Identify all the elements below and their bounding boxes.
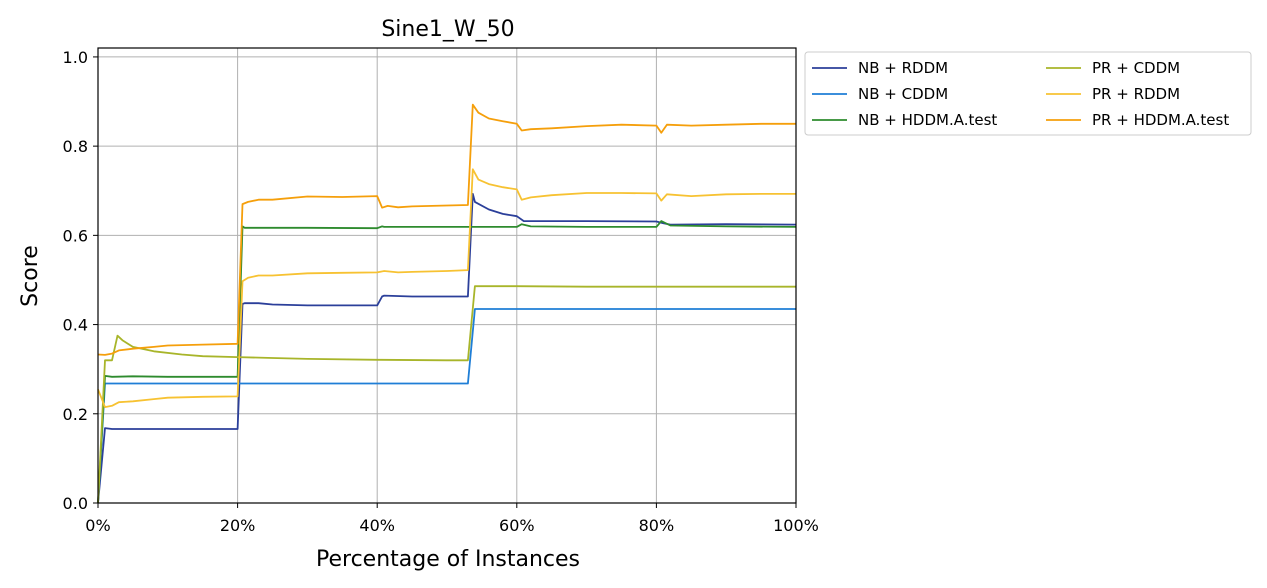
series-line-1 <box>97 192 797 504</box>
legend: NB + RDDM NB + CDDM NB + HDDM.A.test PR + C… <box>804 51 1252 136</box>
y-tick-label: 0.8 <box>63 137 88 156</box>
legend-item: PR + RDDM <box>1092 85 1180 103</box>
y-tick-label: 0.2 <box>63 405 88 424</box>
x-tick-label: 80% <box>639 516 675 535</box>
legend-box <box>804 51 1252 136</box>
series-line-3 <box>97 220 797 504</box>
x-tick-label: 60% <box>499 516 535 535</box>
x-tick-label: 40% <box>359 516 395 535</box>
x-tick-label: 100% <box>773 516 819 535</box>
legend-item: PR + CDDM <box>1092 59 1180 77</box>
legend-item: NB + CDDM <box>858 85 948 103</box>
x-tick-label: 0% <box>85 516 110 535</box>
x-tick-label: 20% <box>220 516 256 535</box>
y-tick-label: 0.4 <box>63 316 88 335</box>
chart-title: Sine1_W_50 <box>381 17 514 42</box>
y-tick-label: 0.0 <box>63 494 88 513</box>
legend-item: NB + HDDM.A.test <box>858 111 997 129</box>
legend-item: NB + RDDM <box>858 59 948 77</box>
series-line-2 <box>97 308 796 504</box>
y-axis-label: Score <box>18 245 43 307</box>
series-lines <box>97 103 797 504</box>
x-axis-label: Percentage of Instances <box>316 547 580 572</box>
axis-ticks: 0% 20% 40% 60% 80% 100% 0.0 0.2 0.4 0.6 0.8 1.0 <box>63 48 819 535</box>
y-tick-label: 0.6 <box>63 226 88 245</box>
legend-item: PR + HDDM.A.test <box>1092 111 1229 129</box>
gridlines <box>97 48 797 504</box>
series-line-5 <box>97 168 796 409</box>
series-line-4 <box>97 285 796 504</box>
plot-frame <box>97 47 797 504</box>
y-tick-label: 1.0 <box>63 48 88 67</box>
series-line-6 <box>97 103 796 356</box>
